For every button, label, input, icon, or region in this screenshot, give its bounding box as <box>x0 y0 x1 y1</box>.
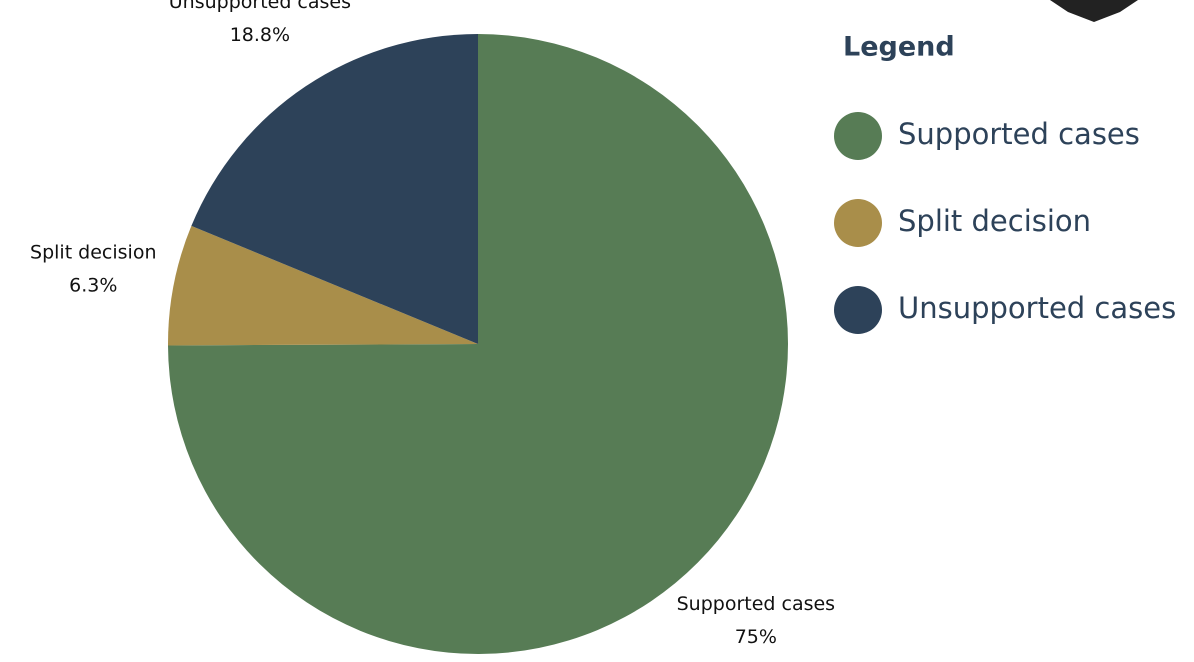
legend-swatch <box>834 286 882 334</box>
legend-title: Legend <box>843 32 955 63</box>
corner-icon <box>1050 0 1138 22</box>
slice-value: 18.8% <box>230 24 290 46</box>
slice-label: Split decision <box>30 241 157 263</box>
slice-value: 6.3% <box>69 274 117 296</box>
pie-slice <box>168 225 478 346</box>
legend-swatch <box>834 199 882 247</box>
legend-label: Split decision <box>898 204 1091 238</box>
pie-slice <box>191 34 479 344</box>
slice-value: 75% <box>735 626 777 648</box>
legend-swatch <box>834 112 882 160</box>
pie-slice <box>168 34 788 654</box>
legend-label: Supported cases <box>898 117 1140 151</box>
legend-label: Unsupported cases <box>898 291 1176 325</box>
slice-label: Supported cases <box>677 593 835 615</box>
slice-label: Unsupported cases <box>169 0 351 13</box>
